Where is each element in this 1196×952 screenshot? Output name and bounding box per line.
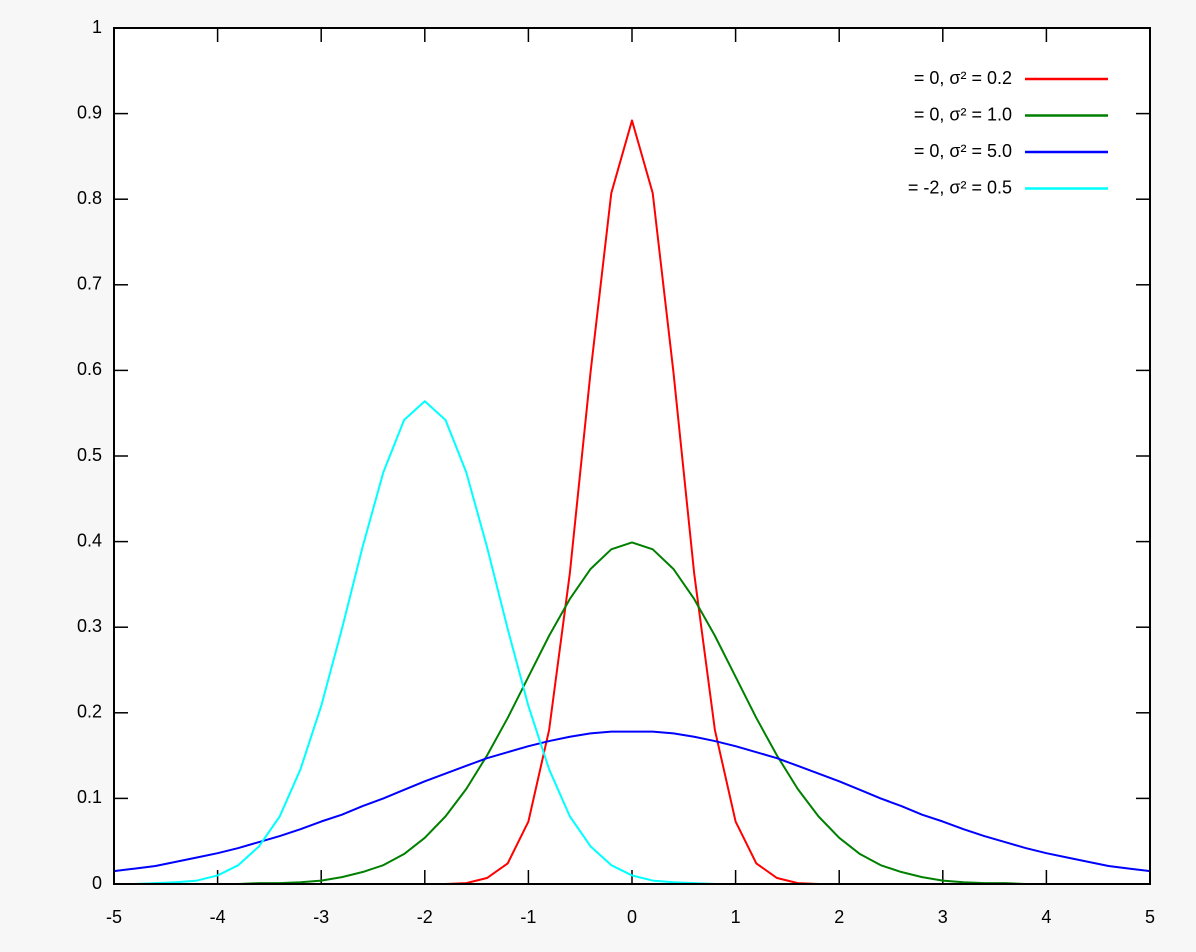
y-tick-label: 0.7 <box>77 274 102 294</box>
legend-label: = -2, σ² = 0.5 <box>908 177 1012 197</box>
legend-label: = 0, σ² = 1.0 <box>914 104 1012 124</box>
line-series <box>113 730 1151 873</box>
x-tick-label: 1 <box>731 907 741 927</box>
x-tick-label: -4 <box>210 907 226 927</box>
y-tick-label: 1 <box>92 17 102 37</box>
y-tick-label: 0.9 <box>77 102 102 122</box>
legend-label: = 0, σ² = 0.2 <box>914 68 1012 88</box>
y-tick-label: 0.1 <box>77 787 102 807</box>
x-tick-label: -5 <box>106 907 122 927</box>
x-tick-label: -2 <box>417 907 433 927</box>
x-tick-label: 0 <box>627 907 637 927</box>
x-tick-label: 2 <box>834 907 844 927</box>
x-tick-label: -1 <box>520 907 536 927</box>
plot-area <box>114 28 1150 884</box>
y-tick-label: 0.5 <box>77 445 102 465</box>
line-series <box>114 541 1150 885</box>
y-tick-label: 0.4 <box>77 530 102 550</box>
x-tick-label: 5 <box>1145 907 1155 927</box>
plot-frame <box>113 27 1151 885</box>
y-tick-label: 0 <box>92 873 102 893</box>
y-tick-label: 0.6 <box>77 359 102 379</box>
x-tick-label: -3 <box>313 907 329 927</box>
x-tick-label: 3 <box>938 907 948 927</box>
y-tick-label: 0.2 <box>77 702 102 722</box>
x-tick-label: 4 <box>1041 907 1051 927</box>
y-tick-label: 0.3 <box>77 616 102 636</box>
y-tick-label: 0.8 <box>77 188 102 208</box>
legend-label: = 0, σ² = 5.0 <box>914 141 1012 161</box>
